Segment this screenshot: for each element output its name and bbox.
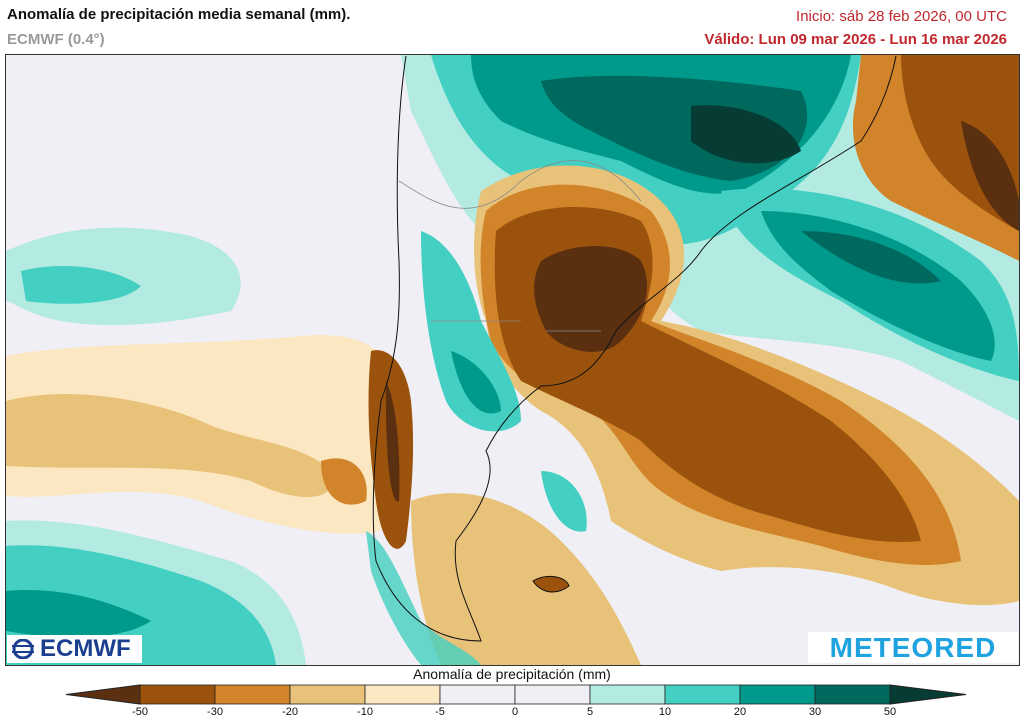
colorbar-tick-label: -50 [132,706,148,718]
colorbar-title: Anomalía de precipitación (mm) [413,666,611,682]
colorbar-swatch [664,684,741,705]
colorbar-tick-label: 50 [883,706,897,718]
colorbar [65,684,967,705]
falklands [532,575,570,593]
map-title: Anomalía de precipitación media semanal … [7,6,351,23]
dry-core [534,246,648,352]
colorbar-tick-label: -20 [282,706,298,718]
teal-region-north-core [691,105,801,164]
teal-region-atlantic-strong [761,211,995,361]
colorbar-swatch [214,684,291,705]
dry-patch-chile-offshore [321,458,367,505]
teal-band-west-core [21,266,141,304]
anomaly-map[interactable] [5,54,1020,666]
colorbar-tick-label: -10 [357,706,373,718]
colorbar-tick-label: 5 [586,706,594,718]
colorbar-min-arrow [65,684,141,705]
colorbar-tick-label: -5 [435,706,445,718]
teal-strip-southern-chile [366,531,481,665]
colorbar-tick-label: 20 [733,706,747,718]
meteored-logo: METEORED [808,632,1018,663]
colorbar-swatch [589,684,666,705]
border-lines [398,160,642,332]
colorbar-swatch [364,684,441,705]
colorbar-tick-label: 30 [808,706,822,718]
dry-region-northeast-core [961,121,1019,231]
dry-strip-chile-core [385,381,400,502]
colorbar-max-arrow [889,684,967,705]
colorbar-swatch [289,684,366,705]
teal-region-atlantic-core [801,231,941,284]
teal-strip-andes [421,231,521,432]
colorbar-tick-label: -30 [207,706,223,718]
tan-band-west-core [6,393,333,498]
map-field [6,55,1019,665]
colorbar-tick-label: 0 [511,706,519,718]
valid-period: Válido: Lun 09 mar 2026 - Lun 16 mar 202… [704,31,1007,48]
colorbar-swatch [139,684,216,705]
init-time: Inicio: sáb 28 feb 2026, 00 UTC [796,8,1007,25]
colorbar-swatch [439,684,516,705]
teal-band-southwest-core [6,590,151,638]
coastline [372,55,897,642]
colorbar-swatch [814,684,891,705]
teal-patch-south-atlantic [541,471,587,532]
model-label: ECMWF (0.4°) [7,31,105,48]
teal-strip-andes-core [451,351,501,414]
ecmwf-logo: ECMWF [7,635,142,663]
ecmwf-logo-text: ECMWF [40,635,131,662]
colorbar-swatch [514,684,591,705]
ecmwf-logo-icon [12,639,34,659]
tan-patagonia [411,493,641,665]
colorbar-tick-label: 10 [658,706,672,718]
colorbar-swatch [739,684,816,705]
